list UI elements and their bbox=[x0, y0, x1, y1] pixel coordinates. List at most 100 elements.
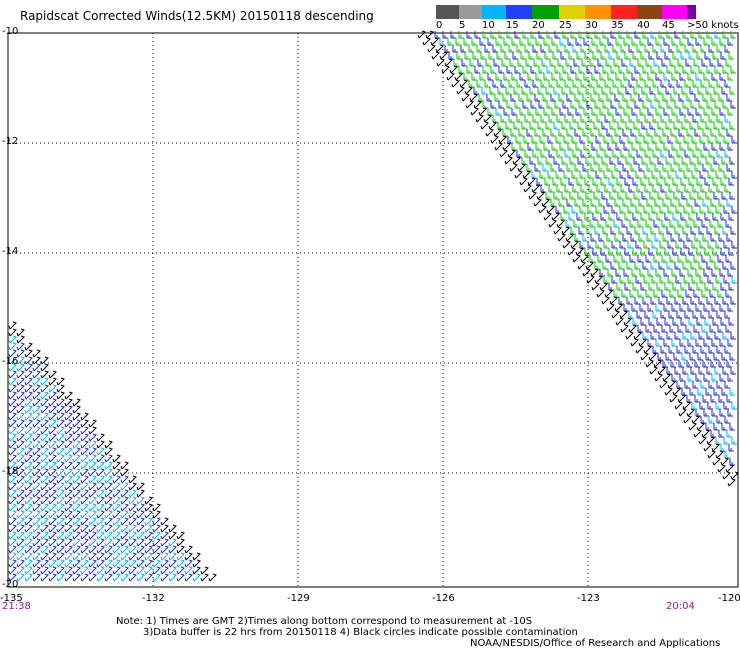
wind-barb bbox=[548, 150, 554, 158]
wind-barb bbox=[655, 339, 661, 347]
wind-barb bbox=[683, 206, 689, 214]
wind-barb bbox=[40, 370, 49, 379]
wind-barb bbox=[40, 503, 49, 512]
wind-barb bbox=[160, 559, 169, 568]
wind-barb bbox=[88, 475, 97, 484]
wind-barb bbox=[652, 185, 658, 193]
wind-barb bbox=[136, 489, 145, 498]
wind-barb bbox=[588, 115, 594, 123]
wind-barb bbox=[48, 510, 57, 519]
wind-barb bbox=[96, 468, 105, 477]
wind-barb bbox=[104, 566, 113, 575]
wind-barb bbox=[601, 192, 607, 200]
wind-barb bbox=[611, 310, 620, 319]
wind-barb bbox=[532, 80, 538, 88]
wind-barb bbox=[588, 150, 594, 158]
wind-barb bbox=[40, 426, 49, 435]
wind-barb bbox=[524, 150, 530, 158]
wind-barb bbox=[627, 136, 633, 144]
wind-barb bbox=[24, 384, 33, 393]
wind-barb bbox=[725, 59, 731, 67]
wind-barb bbox=[434, 31, 440, 39]
wind-barb bbox=[718, 129, 724, 137]
wind-barb bbox=[16, 412, 25, 421]
wind-barb bbox=[713, 388, 719, 396]
wind-barb bbox=[578, 31, 584, 39]
wind-barb bbox=[56, 552, 65, 561]
wind-barb bbox=[723, 171, 729, 179]
wind-barb bbox=[706, 297, 712, 305]
wind-barb bbox=[700, 311, 706, 319]
wind-barb bbox=[671, 73, 677, 81]
wind-barb bbox=[682, 101, 688, 109]
wind-barb bbox=[639, 269, 645, 277]
wind-barb bbox=[577, 261, 586, 270]
wind-barb bbox=[664, 52, 670, 60]
wind-barb bbox=[675, 276, 681, 284]
wind-barb bbox=[96, 566, 105, 575]
wind-barb bbox=[707, 450, 716, 459]
wind-barb bbox=[96, 461, 105, 470]
time-right: 20:04 bbox=[666, 601, 695, 612]
wind-barb bbox=[184, 573, 193, 582]
wind-barb bbox=[32, 405, 41, 414]
wind-barb bbox=[104, 468, 113, 477]
wind-barb bbox=[709, 290, 715, 298]
wind-barb bbox=[707, 136, 713, 144]
wind-barb bbox=[531, 136, 537, 144]
wind-barb bbox=[88, 517, 97, 526]
wind-barb bbox=[655, 38, 661, 46]
wind-barb bbox=[617, 192, 623, 200]
wind-barb bbox=[518, 129, 524, 137]
wind-barb bbox=[637, 290, 643, 298]
wind-barb bbox=[683, 276, 689, 284]
wind-barb bbox=[654, 129, 660, 137]
wind-barb bbox=[606, 164, 612, 172]
wind-barb bbox=[611, 241, 617, 249]
wind-barb bbox=[128, 475, 137, 484]
wind-barb bbox=[24, 489, 33, 498]
wind-barb bbox=[492, 80, 498, 88]
wind-barb bbox=[32, 440, 41, 449]
wind-barb bbox=[16, 559, 25, 568]
wind-barb bbox=[730, 31, 736, 39]
colorbar-swatch bbox=[611, 5, 637, 19]
wind-barb bbox=[643, 206, 649, 214]
wind-barb bbox=[689, 87, 695, 95]
wind-barb bbox=[16, 363, 25, 372]
wind-barb bbox=[72, 496, 81, 505]
wind-barb bbox=[633, 87, 639, 95]
wind-barb bbox=[499, 149, 508, 158]
wind-barb bbox=[572, 185, 578, 193]
wind-barb bbox=[649, 192, 655, 200]
wind-barb bbox=[704, 213, 710, 221]
wind-barb bbox=[48, 475, 57, 484]
wind-barb bbox=[673, 353, 679, 361]
wind-barb bbox=[600, 213, 606, 221]
wind-barb bbox=[72, 566, 81, 575]
wind-barb bbox=[706, 436, 715, 445]
colorbar-tick: 0 bbox=[436, 20, 443, 31]
colorbar-swatch bbox=[482, 5, 506, 19]
wind-barb bbox=[554, 101, 560, 109]
wind-barb bbox=[703, 38, 709, 46]
map-frame bbox=[7, 32, 739, 588]
wind-barb bbox=[671, 374, 677, 382]
wind-barb bbox=[619, 310, 628, 319]
wind-barb bbox=[690, 367, 696, 375]
wind-barb bbox=[729, 353, 735, 361]
wind-barb bbox=[614, 199, 620, 207]
wind-barb bbox=[539, 171, 545, 179]
wind-barb bbox=[32, 433, 41, 442]
wind-barb bbox=[510, 94, 516, 102]
wind-barb bbox=[537, 122, 543, 130]
wind-barb bbox=[460, 45, 466, 53]
wind-barb bbox=[112, 510, 121, 519]
wind-barb bbox=[417, 30, 426, 39]
wind-barb bbox=[724, 451, 730, 459]
wind-barb bbox=[522, 101, 528, 109]
wind-barb bbox=[663, 304, 669, 312]
wind-barb bbox=[444, 58, 453, 67]
wind-barb bbox=[40, 545, 49, 554]
